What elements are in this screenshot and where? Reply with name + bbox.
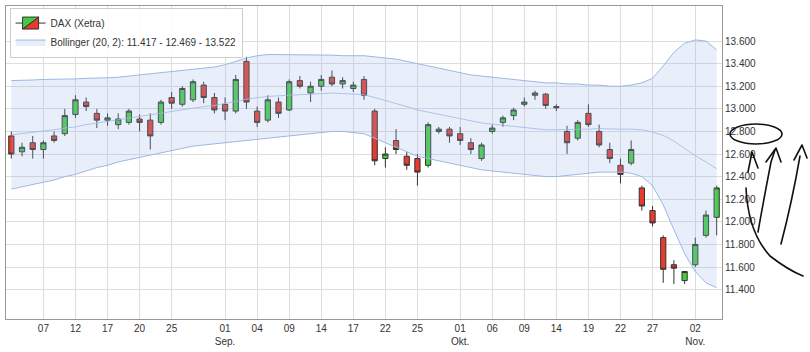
svg-text:12.800: 12.800	[725, 126, 756, 137]
svg-text:14: 14	[316, 323, 328, 334]
svg-text:01Okt.: 01Okt.	[451, 323, 469, 347]
svg-text:27: 27	[647, 323, 659, 334]
svg-text:20: 20	[134, 323, 146, 334]
svg-text:14: 14	[551, 323, 563, 334]
svg-text:Bollinger (20, 2): 11.417 - 12: Bollinger (20, 2): 11.417 - 12.469 - 13.…	[51, 37, 236, 48]
svg-text:22: 22	[380, 323, 392, 334]
svg-text:25: 25	[412, 323, 424, 334]
svg-text:17: 17	[102, 323, 114, 334]
svg-text:04: 04	[252, 323, 264, 334]
svg-text:12.400: 12.400	[725, 171, 756, 182]
svg-text:12.600: 12.600	[725, 149, 756, 160]
svg-text:25: 25	[166, 323, 178, 334]
svg-text:06: 06	[487, 323, 499, 334]
svg-text:19: 19	[583, 323, 595, 334]
svg-text:09: 09	[284, 323, 296, 334]
svg-text:12: 12	[70, 323, 82, 334]
svg-text:01Sep.: 01Sep.	[215, 323, 236, 347]
svg-text:22: 22	[615, 323, 627, 334]
svg-text:13.600: 13.600	[725, 36, 756, 47]
svg-text:17: 17	[348, 323, 360, 334]
svg-text:12.000: 12.000	[725, 216, 756, 227]
svg-text:11.400: 11.400	[725, 284, 755, 295]
svg-text:DAX (Xetra): DAX (Xetra)	[51, 18, 105, 29]
svg-text:07: 07	[38, 323, 50, 334]
svg-text:11.600: 11.600	[725, 262, 755, 273]
svg-text:12.200: 12.200	[725, 194, 756, 205]
svg-text:09: 09	[519, 323, 531, 334]
svg-text:13.200: 13.200	[725, 81, 756, 92]
svg-text:11.800: 11.800	[725, 239, 755, 250]
svg-text:13.000: 13.000	[725, 103, 756, 114]
svg-text:02Nov.: 02Nov.	[685, 323, 705, 347]
svg-text:13.400: 13.400	[725, 58, 756, 69]
